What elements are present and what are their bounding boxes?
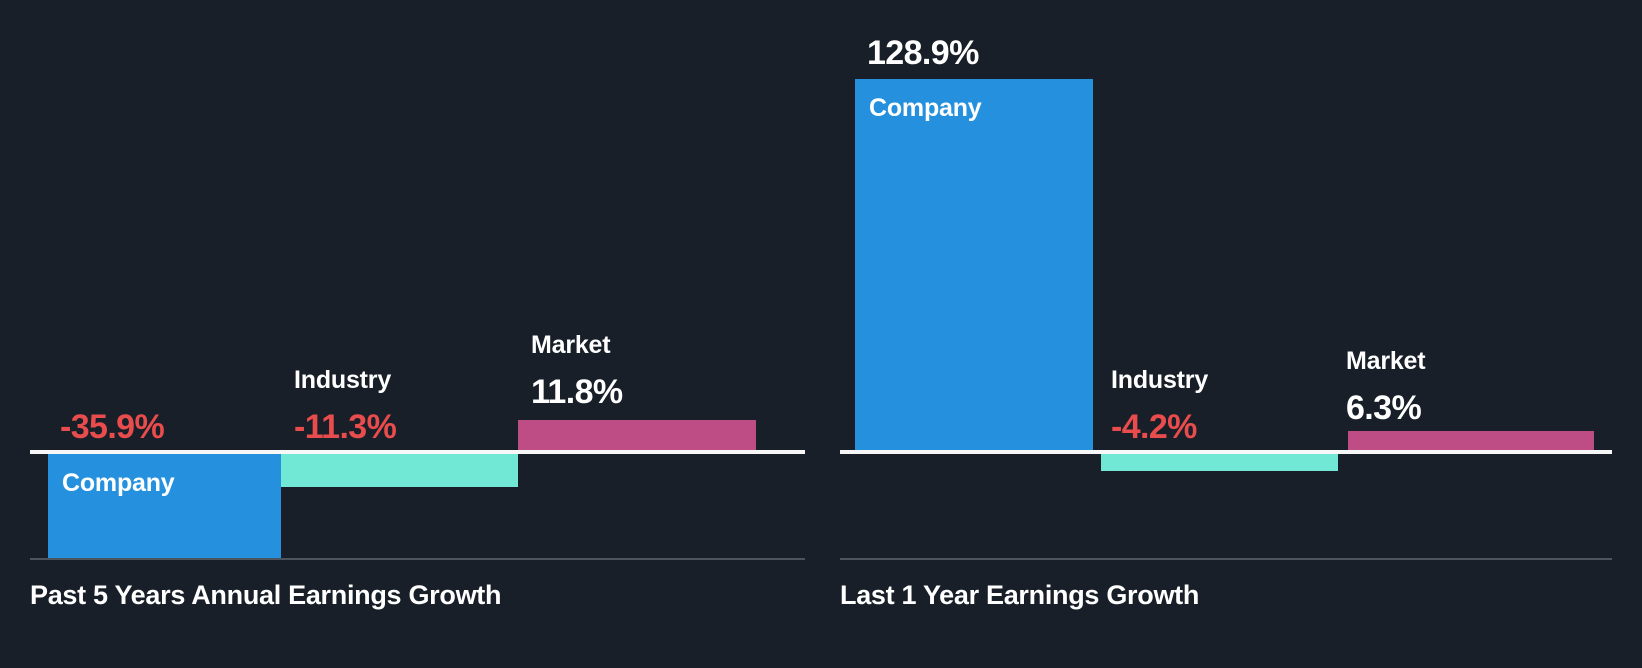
zero-baseline-right [840, 450, 1612, 454]
plot-area-right: Company 128.9% Industry -4.2% Market 6.3… [810, 0, 1642, 560]
chart-panel-last-1-year: Company 128.9% Industry -4.2% Market 6.3… [810, 0, 1642, 668]
bar-value-market-left: 11.8% [531, 373, 623, 411]
plot-area-left: Company -35.9% Industry -11.3% Market 11… [0, 0, 810, 560]
axis-rule-left [30, 558, 805, 560]
bar-label-market-left: Market [531, 331, 611, 359]
bar-label-company-left: Company [62, 469, 175, 497]
bar-market-right[interactable] [1348, 431, 1594, 450]
bar-label-industry-right: Industry [1111, 366, 1209, 394]
bar-value-industry-right: -4.2% [1111, 408, 1197, 446]
bar-company-right[interactable] [855, 79, 1093, 450]
bar-industry-right[interactable] [1101, 454, 1338, 471]
chart-panel-past-5-years: Company -35.9% Industry -11.3% Market 11… [0, 0, 810, 668]
bar-label-industry-left: Industry [294, 366, 392, 394]
bar-value-company-right: 128.9% [867, 34, 979, 72]
chart-title-right: Last 1 Year Earnings Growth [840, 580, 1200, 610]
bar-industry-left[interactable] [281, 454, 518, 487]
bar-label-market-right: Market [1346, 347, 1426, 375]
bar-value-industry-left: -11.3% [294, 408, 397, 446]
zero-baseline-left [30, 450, 805, 454]
axis-rule-right [840, 558, 1612, 560]
bar-market-left[interactable] [518, 420, 756, 450]
bar-company-left[interactable] [48, 454, 281, 558]
chart-title-left: Past 5 Years Annual Earnings Growth [30, 580, 502, 610]
bar-value-company-left: -35.9% [60, 408, 165, 446]
bar-value-market-right: 6.3% [1346, 389, 1422, 427]
bar-label-company-right: Company [869, 94, 982, 122]
